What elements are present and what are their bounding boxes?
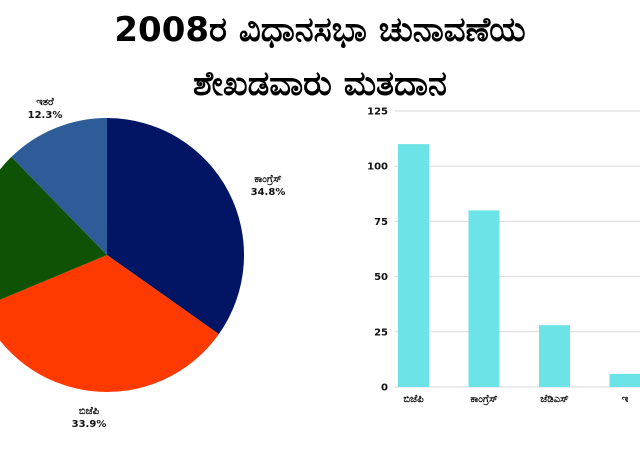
y-tick-label: 0 xyxy=(381,383,388,394)
bar xyxy=(539,325,570,387)
y-tick-label: 125 xyxy=(367,107,388,118)
pie-slice-percent: 33.9% xyxy=(72,419,107,430)
bar xyxy=(398,144,429,387)
pie-slice-percent: 12.3% xyxy=(28,110,63,121)
pie-slice-percent: 34.8% xyxy=(251,187,286,198)
bar xyxy=(609,373,640,387)
pie-slice xyxy=(0,156,107,300)
pie-slice xyxy=(11,117,108,255)
y-tick-label: 25 xyxy=(374,327,388,338)
pie-slice xyxy=(0,255,219,392)
y-tick-label: 50 xyxy=(374,272,388,283)
bar-chart: 0 25 50 75 100 125 ಬಿಜೆಪಿ ಕಾಂಗ್ರೆಸ್ ಜೆಡಿಎಸ್ ಇ xyxy=(367,107,640,406)
x-tick-label: ಕಾಂಗ್ರೆಸ್ xyxy=(470,394,497,406)
pie-slice-label: ಇತರೆ xyxy=(36,97,54,108)
chart-title-line1: 2008ರ ವಿಧಾನಸಭಾ ಚುನಾವಣೆಯ xyxy=(114,10,526,50)
pie-slice xyxy=(107,117,245,335)
x-tick-label: ಇ xyxy=(622,394,629,405)
x-tick-label: ಬಿಜೆಪಿ xyxy=(403,394,424,405)
y-tick-label: 100 xyxy=(367,162,388,173)
x-tick-label: ಜೆಡಿಎಸ್ xyxy=(540,394,569,405)
bar xyxy=(468,210,500,387)
y-tick-label: 75 xyxy=(374,217,388,228)
pie-slice-label: ಬಿಜೆಪಿ xyxy=(79,406,100,417)
chart-title-line2: ಶೇಖಡವಾರು ಮತದಾನ xyxy=(193,64,447,104)
pie-slice-label: ಕಾಂಗ್ರೆಸ್ xyxy=(254,174,281,186)
pie-chart: ಕಾಂಗ್ರೆಸ್34.8% ಬಿಜೆಪಿ 33.9% ಇತರೆ 12.3% xyxy=(0,97,285,430)
